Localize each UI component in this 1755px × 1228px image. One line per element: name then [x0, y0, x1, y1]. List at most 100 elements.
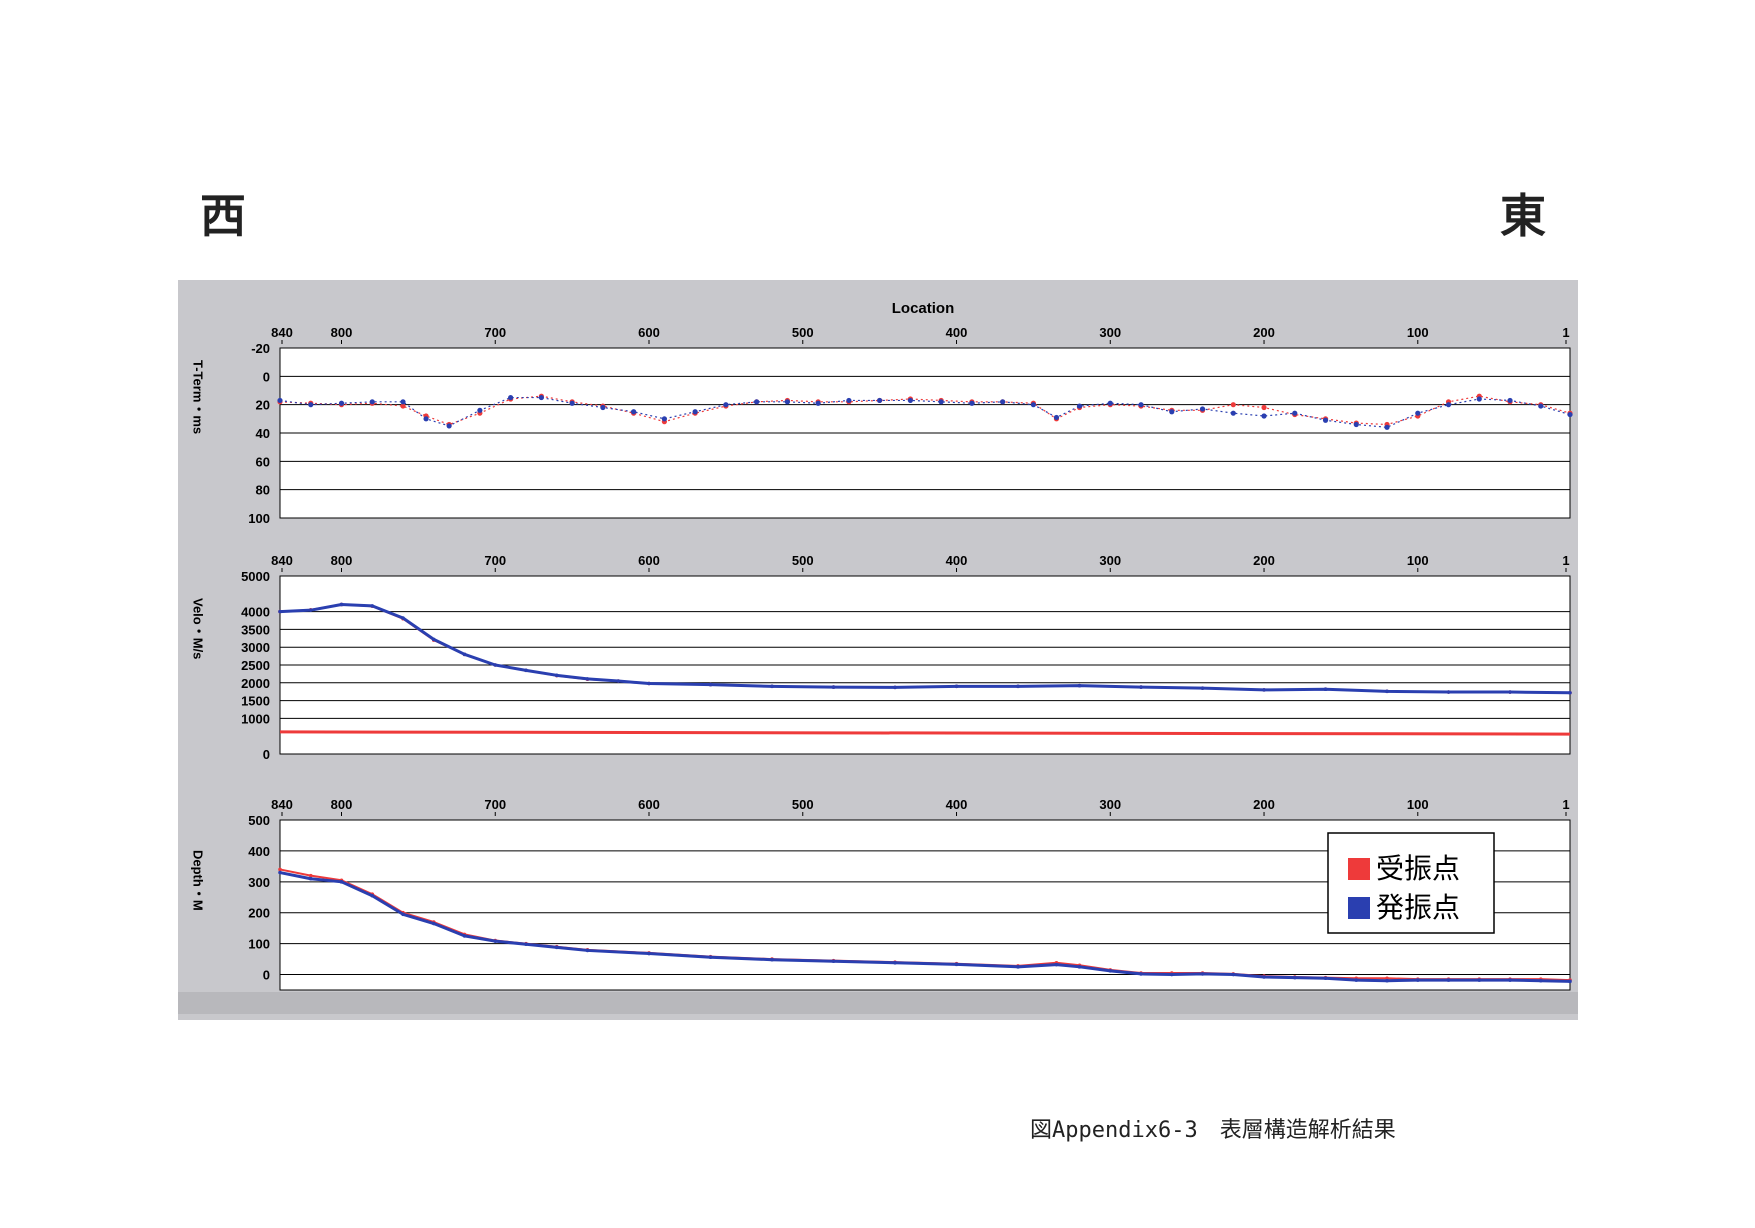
data-point	[1508, 978, 1512, 982]
data-point	[1292, 975, 1297, 980]
data-point	[369, 399, 375, 405]
data-point	[954, 684, 959, 689]
data-point	[1353, 421, 1359, 428]
panel-depth-series	[278, 867, 1572, 984]
data-point	[661, 416, 667, 422]
data-point	[1292, 410, 1298, 416]
data-point	[308, 608, 313, 612]
x-tick-label: 840	[271, 797, 293, 812]
data-point	[938, 399, 944, 405]
data-point	[1076, 403, 1083, 409]
legend: 受振点 発振点	[1327, 832, 1495, 934]
data-point	[308, 876, 313, 881]
series-trace	[279, 396, 1571, 428]
x-tick-label: 100	[1407, 325, 1429, 340]
x-tick-label: 840	[271, 325, 293, 340]
panel-tterm-y-ticks: -20 0 20 40 60 80 100	[248, 341, 270, 526]
x-tick-label: 700	[484, 553, 506, 568]
data-point	[554, 945, 559, 950]
x-tick-label: 200	[1253, 553, 1275, 568]
data-point	[754, 399, 760, 405]
x-tick-label: 800	[331, 797, 353, 812]
y-tick-label: 0	[263, 369, 270, 384]
data-point	[1477, 978, 1482, 982]
data-point	[1200, 686, 1205, 690]
data-point	[308, 873, 313, 878]
y-tick-label: 500	[248, 813, 270, 828]
data-point	[1077, 965, 1082, 969]
data-point	[1446, 690, 1451, 694]
y-tick-label: -20	[251, 341, 270, 356]
data-point	[723, 402, 729, 408]
data-point	[278, 870, 282, 875]
x-tick-label: 100	[1407, 553, 1429, 568]
legend-label-shot: 発振点	[1376, 891, 1460, 924]
figure-bottom-bar	[178, 992, 1578, 1014]
data-point	[1261, 413, 1267, 419]
figure-caption: 図Appendix6-3 表層構造解析結果	[1030, 1118, 1396, 1143]
data-point	[538, 394, 544, 401]
data-point	[1016, 684, 1020, 689]
data-point	[370, 604, 375, 608]
data-point	[1053, 414, 1060, 421]
legend-swatch-receiver	[1348, 858, 1370, 880]
data-point	[277, 397, 283, 404]
data-point	[431, 637, 436, 642]
y-tick-label: 200	[248, 906, 270, 921]
y-tick-label: 300	[248, 875, 270, 890]
x-tick-label: 700	[484, 325, 506, 340]
x-tick-label: 300	[1099, 325, 1121, 340]
x-tick-label: 800	[331, 325, 353, 340]
data-point	[831, 685, 836, 689]
x-tick-label: 600	[638, 553, 660, 568]
panel-tterm-ylabel: T-Term・ms	[191, 360, 206, 434]
data-point	[1323, 687, 1328, 692]
data-point	[400, 403, 406, 409]
data-point	[893, 961, 897, 965]
data-point	[1538, 978, 1543, 983]
data-point	[278, 867, 282, 872]
panel-tterm-x-ticks: 840 800 700 600 500 400 300 200 100 1	[271, 325, 1570, 344]
data-point	[493, 939, 498, 943]
x-tick-label: 800	[331, 553, 353, 568]
series-line	[279, 730, 1571, 736]
west-label: 西	[200, 189, 246, 243]
y-tick-label: 5000	[241, 569, 270, 584]
x-tick-label: 300	[1099, 797, 1121, 812]
panel-velocity-x-ticks: 840 800 700 600 500 400 300 200 100 1	[271, 553, 1570, 572]
data-point	[1230, 410, 1236, 416]
y-tick-label: 2000	[241, 676, 270, 691]
data-point	[954, 962, 959, 967]
x-tick-label: 200	[1253, 325, 1275, 340]
data-point	[339, 602, 344, 607]
data-point	[784, 399, 790, 405]
data-point	[462, 652, 467, 657]
x-tick-label: 400	[946, 797, 968, 812]
x-tick-label: 400	[946, 553, 968, 568]
data-point	[524, 942, 528, 947]
east-label: 東	[1500, 189, 1546, 243]
data-point	[554, 673, 559, 678]
data-point	[1262, 975, 1266, 979]
series-line	[279, 871, 1571, 983]
y-tick-label: 400	[248, 844, 270, 859]
data-point	[1354, 978, 1359, 982]
x-tick-label: 500	[792, 325, 814, 340]
data-point	[493, 663, 498, 667]
data-point	[631, 409, 637, 415]
data-point	[1446, 978, 1451, 982]
data-point	[1385, 689, 1389, 694]
x-tick-label: 1	[1562, 325, 1569, 340]
x-tick-label: 300	[1099, 553, 1121, 568]
panel-tterm: Location T-Term・ms 840 800 700 600 500 400 300…	[191, 300, 1573, 526]
data-point	[1139, 972, 1143, 976]
x-tick-label: 1	[1562, 553, 1569, 568]
x-tick-label: 200	[1253, 797, 1275, 812]
data-point	[508, 394, 514, 401]
data-point	[431, 921, 436, 926]
x-tick-label: 700	[484, 797, 506, 812]
y-tick-label: 1500	[241, 694, 270, 709]
y-tick-label: 0	[263, 968, 270, 983]
data-point	[770, 957, 774, 962]
data-point	[370, 893, 375, 898]
